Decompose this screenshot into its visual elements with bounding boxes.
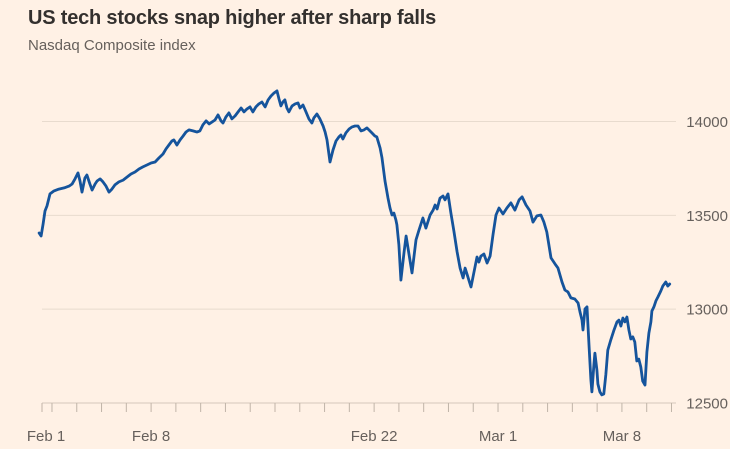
- x-axis-label-feb-1: Feb 1: [27, 428, 65, 445]
- chart-subtitle: Nasdaq Composite index: [28, 37, 196, 54]
- x-axis-label-feb-8: Feb 8: [132, 428, 170, 445]
- x-axis-label-feb-22: Feb 22: [351, 428, 398, 445]
- y-axis-label-13500: 13500: [686, 208, 728, 225]
- x-axis-label-mar-1: Mar 1: [479, 428, 517, 445]
- y-axis-label-12500: 12500: [686, 396, 728, 413]
- y-axis-label-13000: 13000: [686, 302, 728, 319]
- y-axis-label-14000: 14000: [686, 114, 728, 131]
- chart-title: US tech stocks snap higher after sharp f…: [28, 7, 436, 29]
- x-axis-label-mar-8: Mar 8: [603, 428, 641, 445]
- series-line-nasdaq-composite-index: [37, 89, 672, 397]
